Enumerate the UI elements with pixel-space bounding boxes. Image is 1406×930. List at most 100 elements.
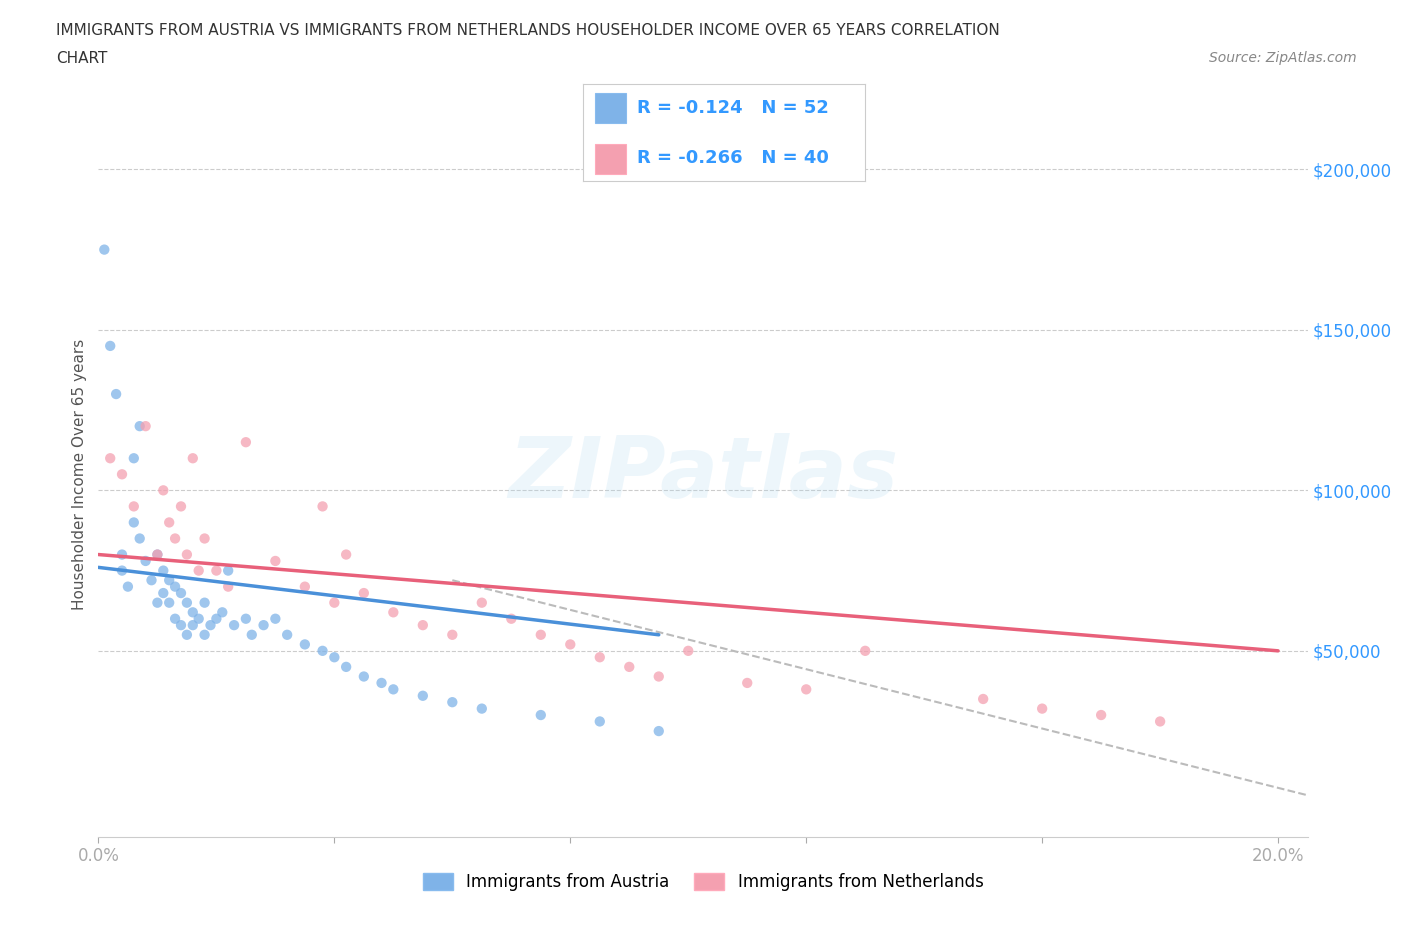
Point [165,531,187,546]
Point [678,644,700,658]
Point [146,595,169,610]
Point [211,604,233,619]
Point [181,451,204,466]
Point [146,547,169,562]
Point [217,579,239,594]
Text: R = -0.266   N = 40: R = -0.266 N = 40 [637,150,828,167]
Y-axis label: Householder Income Over 65 years: Householder Income Over 65 years [72,339,87,610]
Bar [595,93,626,123]
Point [135,418,157,433]
Point [176,628,198,643]
Point [589,650,612,665]
Point [972,692,994,707]
Point [441,695,464,710]
Point [353,586,375,601]
Legend: Immigrants from Austria, Immigrants from Netherlands: Immigrants from Austria, Immigrants from… [416,866,990,897]
Point [181,618,204,632]
Point [530,708,553,723]
Point [157,573,180,588]
Point [235,611,257,626]
Text: IMMIGRANTS FROM AUSTRIA VS IMMIGRANTS FROM NETHERLANDS HOUSEHOLDER INCOME OVER 6: IMMIGRANTS FROM AUSTRIA VS IMMIGRANTS FR… [56,23,1000,38]
Point [105,387,128,402]
Point [240,628,263,643]
Point [98,451,121,466]
Point [194,628,217,643]
Point [382,682,405,697]
Point [335,659,357,674]
Point [152,586,174,601]
Point [382,604,405,619]
Bar [595,144,626,174]
Text: Source: ZipAtlas.com: Source: ZipAtlas.com [1209,51,1357,65]
Point [135,553,157,568]
Point [122,499,145,514]
Point [194,595,217,610]
Point [170,499,193,514]
Point [128,418,150,433]
Point [117,579,139,594]
Point [560,637,582,652]
Point [176,595,198,610]
Point [589,714,612,729]
Point [181,604,204,619]
Point [122,515,145,530]
Point [111,547,134,562]
Point [205,564,228,578]
Point [93,242,115,257]
Point [471,595,494,610]
Point [311,644,333,658]
Point [122,451,145,466]
Point [187,611,209,626]
Point [853,644,876,658]
Point [157,515,180,530]
Point [170,618,193,632]
Point [323,650,346,665]
Point [370,675,392,690]
Point [412,688,434,703]
Point [146,547,169,562]
Point [412,618,434,632]
Text: CHART: CHART [56,51,108,66]
Point [252,618,274,632]
Point [165,611,187,626]
Point [176,547,198,562]
Point [141,573,163,588]
Point [194,531,217,546]
Point [264,553,287,568]
Point [441,628,464,643]
Point [217,564,239,578]
Point [222,618,245,632]
Point [530,628,553,643]
Point [648,724,671,738]
Point [235,434,257,449]
Point [111,467,134,482]
Point [170,586,193,601]
Point [276,628,298,643]
Point [619,659,641,674]
Text: ZIPatlas: ZIPatlas [508,432,898,516]
Point [205,611,228,626]
Point [648,669,671,684]
Point [165,579,187,594]
Point [1149,714,1171,729]
Point [353,669,375,684]
Point [335,547,357,562]
Point [794,682,817,697]
Point [323,595,346,610]
Point [501,611,523,626]
Point [152,564,174,578]
Point [200,618,222,632]
Point [187,564,209,578]
Point [128,531,150,546]
Point [471,701,494,716]
Point [311,499,333,514]
Point [294,579,316,594]
Text: R = -0.124   N = 52: R = -0.124 N = 52 [637,99,828,116]
Point [1031,701,1053,716]
Point [98,339,121,353]
Point [157,595,180,610]
Point [1090,708,1112,723]
Point [152,483,174,498]
Point [264,611,287,626]
Point [294,637,316,652]
